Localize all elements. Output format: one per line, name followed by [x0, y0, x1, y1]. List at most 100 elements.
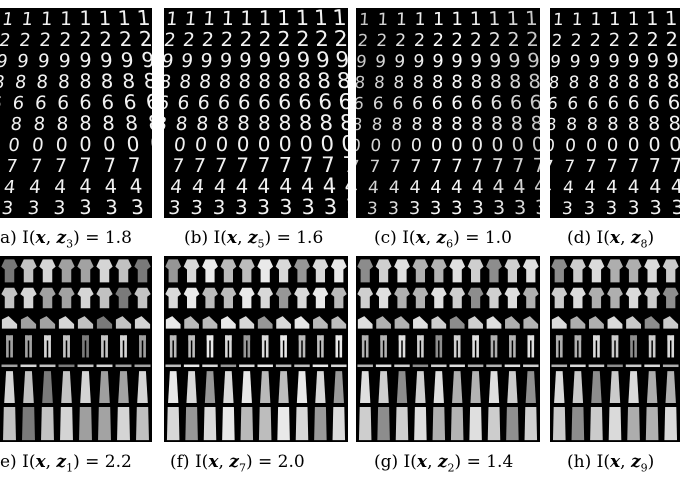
fashion-cell-bag — [644, 364, 660, 368]
digit-cell: 8 — [258, 111, 271, 135]
fashion-cell-sneaker — [221, 316, 236, 329]
fashion-cell-dress — [168, 371, 179, 404]
digit-cell: 0 — [531, 133, 540, 156]
fashion-cell-bag — [96, 364, 113, 368]
fashion-cell-tshirt — [294, 259, 310, 283]
digit-cell: 6 — [392, 94, 404, 114]
fashion-cell-tshirt — [312, 259, 329, 283]
digit-grid: 1 1 1 1 1 1 1 12 2 2 2 2 2 2 29 9 9 9 9 9 9 98 8 8 8 8 8 8 86 6 6 6 6 6 6 6… — [0, 8, 152, 218]
fashion-cell-dress — [223, 371, 234, 404]
fashion-cell-shirt — [449, 287, 466, 309]
digit-cell: 0 — [607, 135, 619, 156]
digit-cell: 3 — [671, 196, 680, 218]
digit-cell: 8 — [509, 70, 522, 93]
digit-cell: 6 — [34, 93, 47, 114]
fashion-cell-dress — [591, 371, 602, 404]
digit-cell: 9 — [451, 51, 463, 72]
fashion-cell-shirt — [662, 287, 679, 309]
fashion-cell-dress — [80, 371, 91, 404]
digit-cell: 6 — [471, 93, 483, 114]
fashion-cell-bag — [39, 364, 56, 368]
digit-cell: 0 — [471, 135, 483, 156]
fashion-cell-bag — [607, 364, 623, 368]
digit-cell: 2 — [395, 31, 407, 51]
digit-cell: 4 — [562, 178, 574, 198]
fashion-cell-dress — [609, 371, 621, 404]
digit-cell: 9 — [508, 49, 521, 72]
digit-cell: 1 — [60, 9, 73, 30]
digit-cell: 3 — [323, 195, 338, 218]
caption-g: (g) I(x, z2) = 1.4 — [374, 452, 514, 475]
digit-cell: 8 — [0, 73, 6, 93]
digit-cell: 8 — [147, 111, 152, 135]
digit-cell: 8 — [100, 70, 113, 93]
digit-cell: 7 — [471, 156, 483, 177]
digit-cell: 0 — [431, 135, 443, 156]
fashion-cell-pant — [335, 335, 343, 358]
digit-cell: 1 — [488, 9, 500, 30]
digit-cell: 8 — [299, 111, 313, 135]
digit-cell: 6 — [278, 90, 291, 114]
caption-f: (f) I(x, z7) = 2.0 — [170, 452, 305, 475]
fashion-cell-sneaker — [134, 316, 151, 329]
fashion-cell-tshirt — [202, 259, 218, 283]
digit-cell: 3 — [628, 198, 640, 218]
fashion-cell-pant — [361, 335, 369, 358]
fashion-cell-sneaker — [357, 316, 373, 329]
digit-cell: 7 — [532, 154, 540, 177]
digit-cell: 9 — [16, 51, 30, 72]
digit-cell: 4 — [451, 177, 463, 198]
digit-cell: 2 — [357, 31, 369, 50]
fashion-cell-shirt — [357, 287, 374, 309]
digit-cell: 9 — [489, 51, 501, 72]
digit-cell: 3 — [561, 199, 573, 218]
fashion-cell-shirt — [551, 287, 568, 309]
digit-cell: 8 — [530, 112, 540, 135]
digit-cell: 0 — [565, 136, 577, 156]
digit-cell: 4 — [28, 177, 41, 198]
digit-cell: 8 — [56, 114, 69, 135]
digit-cell: 8 — [237, 112, 250, 135]
fashion-cell-sneaker — [376, 316, 391, 329]
digit-cell: 8 — [36, 72, 49, 93]
fashion-cell-tshirt — [588, 259, 605, 283]
fashion-cell-pant — [317, 335, 324, 358]
digit-cell: 9 — [589, 52, 601, 72]
fashion-cell-dress — [260, 371, 271, 404]
fashion-cell-pant — [435, 335, 443, 358]
fashion-cell-sneaker — [589, 316, 604, 329]
fashion-cell-tshirt — [504, 259, 521, 283]
digit-cell: 0 — [126, 132, 140, 156]
digit-cell: 7 — [214, 154, 227, 177]
digit-cell: 7 — [321, 153, 336, 178]
digit-cell: 9 — [647, 50, 659, 72]
fashion-cell-tshirt — [375, 259, 392, 283]
fashion-cell-bag — [662, 364, 679, 368]
fashion-cell-coat — [79, 407, 92, 441]
digit-cell: 4 — [104, 175, 117, 198]
digit-cell: 6 — [79, 91, 91, 114]
digit-cell: 3 — [649, 197, 661, 218]
digit-cell: 0 — [648, 134, 660, 156]
digit-cell: 0 — [7, 135, 21, 156]
fashion-cell-coat — [314, 407, 327, 441]
digit-cell: 3 — [1, 198, 15, 218]
fashion-cell-pant — [25, 335, 32, 358]
fashion-cell-pant — [667, 335, 675, 358]
digit-cell: 8 — [216, 112, 229, 135]
fashion-cell-pant — [417, 335, 424, 358]
digit-cell: 9 — [608, 51, 620, 72]
digit-grid: 1 1 1 1 1 1 12 2 2 2 2 2 29 9 9 9 9 9 98 8 8 8 8 8 86 6 6 6 6 6 68 8 8 8 8… — [550, 8, 680, 218]
digit-cell: 7 — [389, 157, 401, 177]
digit-cell: 8 — [566, 115, 578, 135]
fashion-cell-coat — [258, 407, 272, 441]
fashion-cell-dress — [204, 371, 216, 404]
digit-cell: 7 — [628, 156, 640, 177]
digit-cell: 8 — [668, 112, 680, 135]
fashion-cell-tshirt — [449, 259, 466, 283]
digit-cell: 1 — [20, 9, 34, 30]
fashion-cell-pant — [243, 335, 251, 358]
digit-cell: 8 — [391, 115, 403, 135]
digit-cell: 7 — [103, 154, 116, 177]
digit-cell: 6 — [412, 94, 424, 114]
